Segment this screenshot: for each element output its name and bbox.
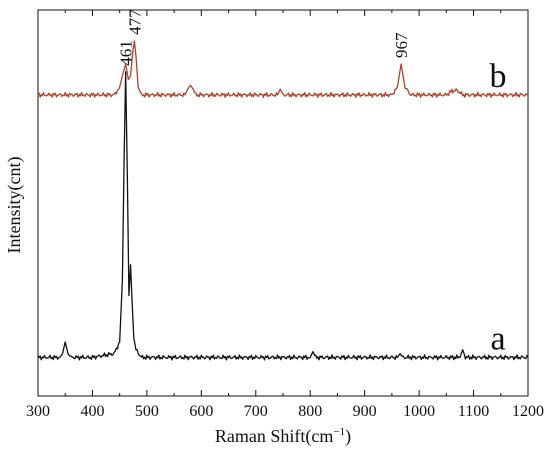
series-line-b bbox=[37, 40, 529, 99]
series-line-a bbox=[37, 71, 529, 361]
x-tick-label: 1200 bbox=[512, 403, 544, 420]
peak-label-967: 967 bbox=[392, 32, 411, 58]
x-tick-label: 300 bbox=[26, 403, 50, 420]
x-tick-label: 1100 bbox=[458, 403, 489, 420]
series-lines bbox=[37, 40, 529, 361]
x-tick-label: 900 bbox=[353, 403, 377, 420]
annotations: 461 477 967 b a bbox=[117, 9, 507, 358]
peak-label-477: 477 bbox=[125, 9, 144, 35]
curve-label-b: b bbox=[490, 58, 507, 95]
y-axis-title: Intensity(cnt) bbox=[4, 157, 25, 254]
x-tick-label: 1000 bbox=[403, 403, 435, 420]
x-axis-tick-labels: 300 400 500 600 700 800 900 1000 1100 1200 bbox=[26, 403, 544, 420]
x-tick-label: 500 bbox=[135, 403, 159, 420]
peak-label-461: 461 bbox=[117, 40, 136, 66]
x-tick-label: 400 bbox=[80, 403, 104, 420]
x-axis-title: Raman Shift(cm−1) bbox=[215, 426, 351, 447]
x-tick-label: 800 bbox=[298, 403, 322, 420]
x-axis-ticks bbox=[37, 10, 529, 396]
plot-frame bbox=[37, 9, 529, 397]
curve-label-a: a bbox=[491, 320, 506, 357]
x-tick-label: 700 bbox=[244, 403, 268, 420]
x-tick-label: 600 bbox=[189, 403, 213, 420]
